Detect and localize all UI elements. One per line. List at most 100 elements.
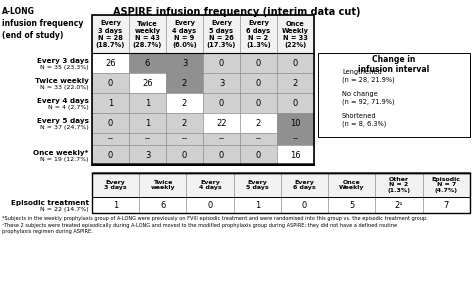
Bar (277, 133, 314, 145)
Text: 2: 2 (256, 119, 261, 128)
Bar (277, 93, 314, 113)
Text: 0: 0 (256, 151, 261, 160)
Bar (166, 145, 203, 165)
Bar (129, 73, 166, 93)
Text: 0: 0 (256, 59, 261, 68)
Text: Every
3 days
N = 28
(18.7%): Every 3 days N = 28 (18.7%) (96, 21, 125, 48)
Text: --: -- (182, 135, 188, 144)
Text: Lengthened
(n = 28, 21.9%): Lengthened (n = 28, 21.9%) (342, 69, 395, 83)
Text: N = 19 (12.7%): N = 19 (12.7%) (40, 157, 89, 162)
Text: 2¹: 2¹ (395, 200, 403, 209)
Text: Every
4 days: Every 4 days (199, 180, 221, 191)
Bar (324, 93, 338, 103)
Bar (166, 15, 203, 53)
Text: 1: 1 (113, 200, 118, 209)
Text: 2: 2 (182, 79, 187, 88)
Text: 6: 6 (160, 200, 165, 209)
Bar (375, 197, 423, 213)
Bar (92, 93, 129, 113)
Bar (203, 133, 240, 145)
Text: --: -- (145, 135, 151, 144)
Text: --: -- (108, 135, 113, 144)
Text: Twice weekly: Twice weekly (35, 78, 89, 84)
Bar (129, 93, 166, 113)
Bar (281, 173, 328, 197)
Text: 22: 22 (216, 119, 227, 128)
Text: N = 37 (24.7%): N = 37 (24.7%) (40, 124, 89, 130)
Text: Every
3 days: Every 3 days (104, 180, 127, 191)
Text: 3: 3 (182, 59, 187, 68)
Text: 0: 0 (293, 99, 298, 108)
Text: ASPIRE infusion frequency (interim data cut): ASPIRE infusion frequency (interim data … (113, 7, 361, 17)
Bar (92, 145, 129, 165)
Text: 0: 0 (256, 79, 261, 88)
Text: Every 3 days: Every 3 days (37, 58, 89, 64)
Text: 3: 3 (219, 79, 224, 88)
Text: Other
N = 2
(1.3%): Other N = 2 (1.3%) (388, 177, 410, 193)
Text: 0: 0 (256, 99, 261, 108)
Text: Every
5 days: Every 5 days (246, 180, 269, 191)
Text: --: -- (292, 135, 299, 144)
Bar (166, 53, 203, 73)
Bar (92, 197, 139, 213)
Bar (203, 145, 240, 165)
Text: Twice
weekly: Twice weekly (151, 180, 175, 191)
Text: 16: 16 (290, 151, 301, 160)
Text: No change
(n = 92, 71.9%): No change (n = 92, 71.9%) (342, 91, 395, 105)
Bar (318, 53, 470, 137)
Bar (203, 73, 240, 93)
Bar (277, 145, 314, 165)
Text: Twice
weekly
N = 43
(28.7%): Twice weekly N = 43 (28.7%) (133, 21, 162, 48)
Text: Every
6 days: Every 6 days (293, 180, 316, 191)
Text: --: -- (255, 135, 262, 144)
Bar (166, 133, 203, 145)
Bar (240, 73, 277, 93)
Text: Every 5 days: Every 5 days (37, 118, 89, 124)
Text: N = 22 (14.7%): N = 22 (14.7%) (40, 206, 89, 211)
Bar (92, 15, 129, 53)
Bar (240, 53, 277, 73)
Text: 26: 26 (105, 59, 116, 68)
Text: 0: 0 (219, 59, 224, 68)
Bar (277, 15, 314, 53)
Bar (92, 173, 470, 213)
Bar (186, 197, 234, 213)
Bar (129, 15, 166, 53)
Bar (203, 113, 240, 133)
Bar (92, 73, 129, 93)
Bar (423, 173, 470, 197)
Bar (92, 113, 129, 133)
Text: N = 4 (2.7%): N = 4 (2.7%) (48, 104, 89, 110)
Text: 0: 0 (108, 79, 113, 88)
Bar (240, 113, 277, 133)
Text: 6: 6 (145, 59, 150, 68)
Bar (129, 113, 166, 133)
Text: 1: 1 (108, 99, 113, 108)
Bar (186, 173, 234, 197)
Text: Episodic treatment: Episodic treatment (11, 200, 89, 206)
Text: 2: 2 (293, 79, 298, 88)
Bar (277, 53, 314, 73)
Bar (328, 173, 375, 197)
Text: 1: 1 (145, 99, 150, 108)
Bar (139, 197, 186, 213)
Bar (375, 173, 423, 197)
Bar (203, 15, 240, 53)
Bar (277, 73, 314, 93)
Bar (234, 197, 281, 213)
Text: 0: 0 (219, 99, 224, 108)
Text: N = 33 (22.0%): N = 33 (22.0%) (40, 84, 89, 90)
Text: Change in
infusion interval: Change in infusion interval (358, 55, 429, 75)
Text: N = 35 (23.3%): N = 35 (23.3%) (40, 64, 89, 70)
Bar (240, 133, 277, 145)
Text: ¹These 2 subjects were treated episodically during A-LONG and moved to the modif: ¹These 2 subjects were treated episodica… (2, 222, 397, 227)
Text: A-LONG
infusion frequency
(end of study): A-LONG infusion frequency (end of study) (2, 7, 83, 40)
Text: 0: 0 (293, 59, 298, 68)
Text: Once
Weekly: Once Weekly (339, 180, 365, 191)
Text: Every
6 days
N = 2
(1.3%): Every 6 days N = 2 (1.3%) (246, 21, 271, 48)
Text: 1: 1 (145, 119, 150, 128)
Text: 2: 2 (182, 99, 187, 108)
Bar (281, 197, 328, 213)
Bar (129, 133, 166, 145)
Bar (324, 71, 338, 81)
